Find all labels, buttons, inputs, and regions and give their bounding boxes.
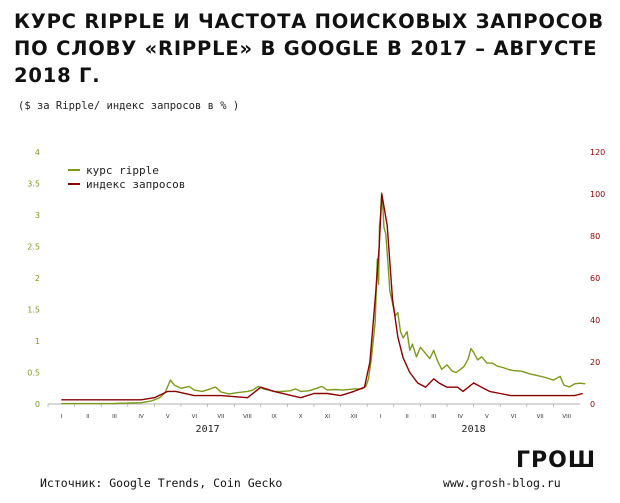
legend-label: индекс запросов bbox=[86, 178, 185, 191]
x-month-label: VII bbox=[537, 414, 544, 420]
y-right-tick-label: 120 bbox=[590, 148, 605, 157]
site-link[interactable]: www.grosh-blog.ru bbox=[443, 476, 561, 490]
series-line-ripple-price bbox=[61, 192, 586, 405]
x-month-label: XII bbox=[350, 414, 357, 420]
x-month-label: VII bbox=[217, 414, 224, 420]
y-left-tick-label: 4 bbox=[35, 148, 40, 157]
y-left-tick-label: 2.5 bbox=[27, 243, 40, 252]
x-month-label: V bbox=[485, 414, 489, 420]
y-left-tick-label: 2 bbox=[35, 274, 40, 283]
y-left-tick-label: 1 bbox=[35, 337, 40, 346]
x-month-label: VI bbox=[511, 414, 517, 420]
x-month-label: IV bbox=[138, 414, 144, 420]
y-right-tick-label: 60 bbox=[590, 274, 600, 283]
x-month-label: III bbox=[112, 414, 117, 420]
y-right-tick-label: 100 bbox=[590, 190, 605, 199]
x-month-label: I bbox=[380, 414, 382, 420]
series-line-search-index bbox=[61, 193, 583, 401]
x-month-label: II bbox=[405, 414, 409, 420]
y-left-tick-label: 3.5 bbox=[27, 180, 40, 189]
y-right-tick-label: 80 bbox=[590, 232, 600, 241]
x-month-label: III bbox=[431, 414, 436, 420]
y-right-tick-label: 0 bbox=[590, 400, 595, 409]
x-month-label: II bbox=[86, 414, 90, 420]
x-month-label: I bbox=[60, 414, 62, 420]
source-note: Источник: Google Trends, Coin Gecko bbox=[40, 476, 283, 490]
x-month-label: VI bbox=[192, 414, 198, 420]
x-month-label: VIII bbox=[562, 414, 571, 420]
x-month-label: VIII bbox=[243, 414, 252, 420]
x-month-label: V bbox=[166, 414, 170, 420]
legend-label: курс ripple bbox=[86, 164, 159, 177]
x-month-label: IX bbox=[271, 414, 277, 420]
chart-subtitle: ($ за Ripple/ индекс запросов в % ) bbox=[18, 100, 240, 112]
y-left-tick-label: 0.5 bbox=[27, 369, 40, 378]
y-right-tick-label: 20 bbox=[590, 358, 600, 367]
y-left-tick-label: 1.5 bbox=[27, 306, 40, 315]
x-month-label: XI bbox=[325, 414, 331, 420]
x-year-label: 2017 bbox=[196, 424, 220, 435]
chart-series bbox=[61, 192, 586, 405]
y-left-tick-label: 3 bbox=[35, 211, 40, 220]
chart-title: Курс Ripple и частота поисковых запросов… bbox=[14, 10, 604, 87]
grosh-logo: ГРОШ bbox=[516, 448, 597, 473]
y-left-tick-label: 0 bbox=[35, 400, 40, 409]
x-year-label: 2018 bbox=[462, 424, 486, 435]
x-month-label: X bbox=[299, 414, 303, 420]
y-right-tick-label: 40 bbox=[590, 316, 600, 325]
x-month-label: IV bbox=[458, 414, 464, 420]
